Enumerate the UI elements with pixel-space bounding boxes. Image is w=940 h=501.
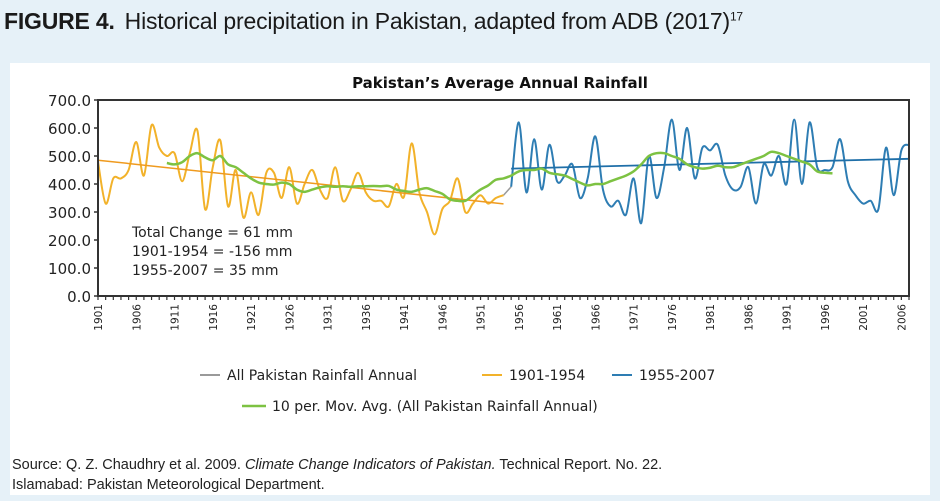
x-tick-label: 1941 (399, 304, 411, 331)
source-line2: Islamabad: Pakistan Meteorological Depar… (12, 477, 325, 493)
source-suffix: Technical Report. No. 22. (495, 457, 663, 473)
figure-number: FIGURE 4. (4, 8, 115, 34)
x-tick-label: 1911 (170, 304, 182, 331)
legend-label: All Pakistan Rainfall Annual (227, 368, 417, 384)
series-line-1955-2007 (510, 118, 910, 225)
x-tick-label: 1916 (208, 304, 220, 331)
x-tick-label: 1926 (284, 304, 296, 331)
x-tick-label: 2006 (896, 304, 908, 331)
legend-label: 10 per. Mov. Avg. (All Pakistan Rainfall… (272, 399, 598, 415)
x-tick-label: 1966 (590, 304, 602, 331)
series-line-1901-1954 (97, 123, 504, 236)
x-tick-label: 1961 (552, 304, 564, 331)
x-tick-label: 1946 (437, 304, 449, 331)
annotation-text: 1955-2007 = 35 mm (132, 263, 278, 279)
x-tick-label: 1991 (782, 304, 794, 331)
y-tick-label: 0.0 (67, 288, 91, 306)
legend: All Pakistan Rainfall Annual 1901-1954 195… (200, 368, 715, 415)
y-tick-label: 100.0 (48, 260, 91, 278)
trendline-1955-2007 (511, 157, 910, 170)
x-tick-label: 1906 (131, 304, 143, 331)
legend-label: 1901-1954 (509, 368, 585, 384)
x-tick-label: 1921 (246, 304, 258, 331)
source-prefix: Source: Q. Z. Chaudhry et al. 2009. (12, 457, 245, 473)
footnote-ref: 17 (729, 9, 743, 24)
series-line-all-pakistan (502, 186, 512, 196)
annotation-text: Total Change = 61 mm (131, 225, 293, 241)
y-axis: 0.0 100.0 200.0 300.0 400.0 500.0 600.0 700.0 (48, 92, 98, 306)
x-tick-label: 1986 (743, 304, 755, 331)
y-tick-label: 600.0 (48, 120, 91, 138)
x-axis: 1901 1906 1911 1916 1921 1926 1931 1936 1941 1946… (93, 296, 910, 331)
series-line-moving-average (166, 150, 833, 203)
x-tick-label: 1956 (514, 304, 526, 331)
source-note: Source: Q. Z. Chaudhry et al. 2009. Clim… (12, 455, 932, 495)
figure-caption: Historical precipitation in Pakistan, ad… (124, 8, 730, 34)
figure-title: FIGURE 4. Historical precipitation in Pak… (4, 8, 743, 35)
series-lines (97, 118, 910, 236)
x-tick-label: 1951 (476, 304, 488, 331)
y-tick-label: 500.0 (48, 148, 91, 166)
y-tick-label: 200.0 (48, 232, 91, 250)
chart-card (10, 63, 930, 495)
y-tick-label: 400.0 (48, 176, 91, 194)
x-tick-label: 1996 (820, 304, 832, 331)
x-tick-label: 1976 (667, 304, 679, 331)
chart-title: Pakistan’s Average Annual Rainfall (352, 74, 648, 92)
x-tick-label: 1901 (93, 304, 105, 331)
trendline-1901-1954 (97, 159, 504, 205)
x-tick-label: 1981 (705, 304, 717, 331)
legend-label: 1955-2007 (639, 368, 715, 384)
annotation-text: 1901-1954 = -156 mm (132, 244, 292, 260)
x-tick-label: 2001 (858, 304, 870, 331)
y-tick-label: 700.0 (48, 92, 91, 110)
y-tick-label: 300.0 (48, 204, 91, 222)
x-tick-label: 1971 (629, 304, 641, 331)
annotations: Total Change = 61 mm 1901-1954 = -156 mm 1… (131, 225, 293, 279)
source-title: Climate Change Indicators of Pakistan. (244, 457, 496, 473)
x-tick-label: 1936 (361, 304, 373, 331)
plot-frame (97, 99, 910, 297)
x-tick-label: 1931 (323, 304, 335, 331)
